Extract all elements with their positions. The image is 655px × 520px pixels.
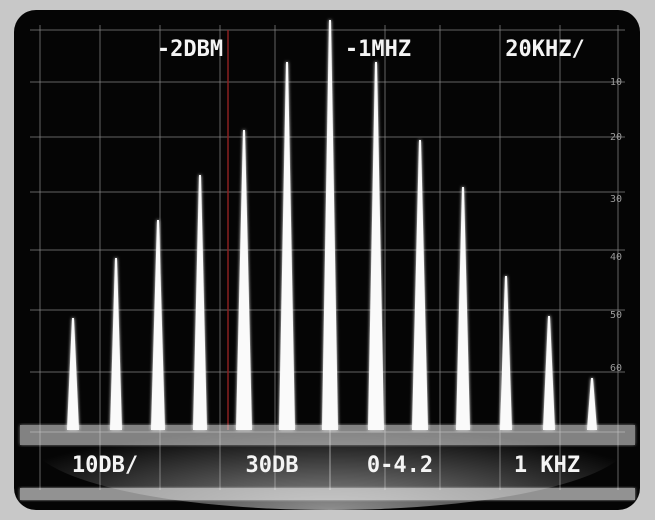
- spike: [368, 62, 384, 430]
- spike: [500, 276, 512, 430]
- spike: [236, 130, 252, 430]
- readout: -2DBM: [157, 37, 223, 62]
- readout: 30DB: [246, 453, 299, 478]
- scale-label: 20: [610, 132, 622, 143]
- spike: [279, 62, 295, 430]
- scale-label: 60: [610, 363, 622, 374]
- spike: [587, 378, 597, 430]
- spike: [322, 20, 338, 430]
- readout: 1 KHZ: [514, 453, 580, 478]
- scale-label: 30: [610, 194, 622, 205]
- spike: [193, 175, 207, 430]
- scale-label: 40: [610, 252, 622, 263]
- readout: 20KHZ/: [505, 37, 584, 62]
- spike: [456, 187, 470, 430]
- scale-label: 10: [610, 77, 622, 88]
- readout: -1MHZ: [345, 37, 411, 62]
- readout: 0-4.2: [367, 453, 433, 478]
- spike: [543, 316, 555, 430]
- bottom-glow: [20, 488, 635, 500]
- readout: 10DB/: [72, 453, 138, 478]
- spike: [412, 140, 428, 430]
- spike: [110, 258, 122, 430]
- spectrum: [67, 20, 597, 430]
- baseline: [20, 425, 635, 445]
- spike: [67, 318, 79, 430]
- scale-label: 50: [610, 310, 622, 321]
- spike: [151, 220, 165, 430]
